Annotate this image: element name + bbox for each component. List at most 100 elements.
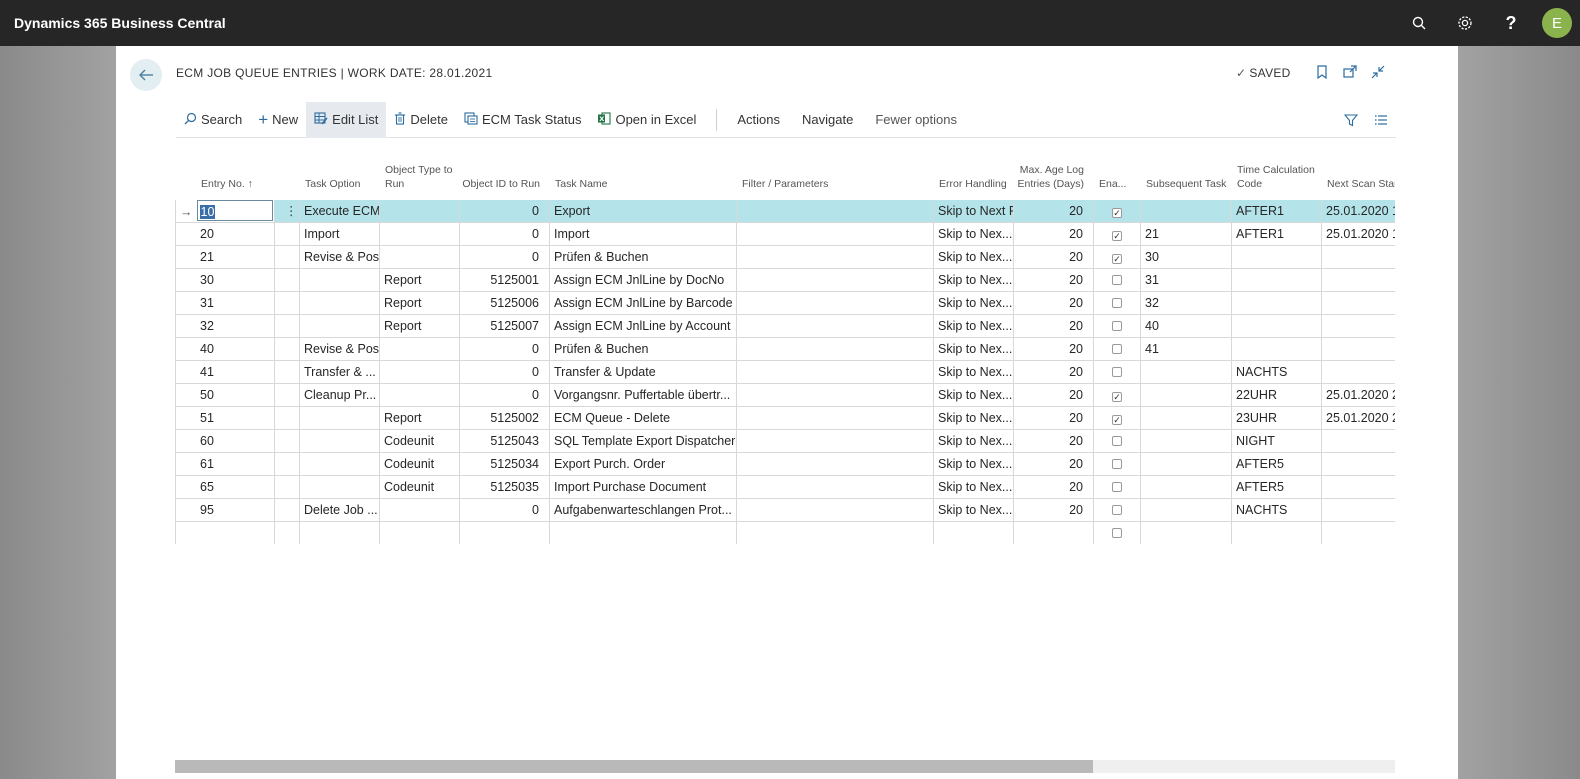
column-header-subsequent-task[interactable]: Subsequent Task [1146, 178, 1227, 190]
column-header-entry-no[interactable]: Entry No. ↑ [201, 178, 253, 190]
filter-cell[interactable] [737, 384, 934, 407]
task-option-cell[interactable]: Cleanup Pr... [300, 384, 380, 407]
object-type-cell[interactable] [380, 522, 460, 544]
table-row[interactable]: 32 Report 5125007 Assign ECM JnlLine by Acc… [175, 315, 1395, 338]
task-option-cell[interactable]: Revise & Post [300, 338, 380, 361]
table-row[interactable]: 31 Report 5125006 Assign ECM JnlLine by Bar… [175, 292, 1395, 315]
subsequent-task-cell[interactable] [1141, 407, 1232, 430]
time-calc-code-cell[interactable]: AFTER5 [1232, 476, 1322, 499]
max-age-cell[interactable]: 20 [1014, 430, 1094, 453]
time-calc-code-cell[interactable] [1232, 246, 1322, 269]
task-name-cell[interactable]: Transfer & Update [550, 361, 737, 384]
error-handling-cell[interactable]: Skip to Nex... [934, 315, 1014, 338]
bookmark-icon[interactable] [1312, 62, 1332, 82]
max-age-cell[interactable]: 20 [1014, 499, 1094, 522]
table-row[interactable]: 51 Report 5125002 ECM Queue - Delete Skip to… [175, 407, 1395, 430]
enabled-cell[interactable]: ✓ [1094, 246, 1141, 269]
next-scan-cell[interactable]: 25.01.2020 2 [1322, 407, 1395, 430]
object-id-cell[interactable]: 5125006 [460, 292, 550, 315]
object-type-cell[interactable]: Codeunit [380, 476, 460, 499]
next-scan-cell[interactable] [1322, 476, 1395, 499]
object-id-cell[interactable]: 0 [460, 246, 550, 269]
max-age-cell[interactable]: 20 [1014, 200, 1094, 223]
open-in-excel-button[interactable]: X Open in Excel [589, 102, 704, 138]
subsequent-task-cell[interactable]: 21 [1141, 223, 1232, 246]
error-handling-cell[interactable]: Skip to Nex... [934, 246, 1014, 269]
subsequent-task-cell[interactable]: 30 [1141, 246, 1232, 269]
subsequent-task-cell[interactable] [1141, 499, 1232, 522]
subsequent-task-cell[interactable]: 40 [1141, 315, 1232, 338]
task-name-cell[interactable]: Aufgabenwarteschlangen Prot... [550, 499, 737, 522]
entry-no-cell[interactable]: 30 [175, 269, 275, 292]
entry-no-cell[interactable]: 65 [175, 476, 275, 499]
enabled-checkbox[interactable] [1112, 436, 1122, 446]
column-header-object-type[interactable]: Object Type to Run [385, 164, 453, 190]
enabled-cell[interactable] [1094, 338, 1141, 361]
search-icon[interactable] [1396, 0, 1442, 46]
task-option-cell[interactable]: Transfer & ... [300, 361, 380, 384]
enabled-checkbox[interactable]: ✓ [1112, 254, 1122, 264]
object-type-cell[interactable] [380, 499, 460, 522]
next-scan-cell[interactable] [1322, 522, 1395, 544]
task-name-cell[interactable]: Vorgangsnr. Puffertable übertr... [550, 384, 737, 407]
enabled-cell[interactable]: ✓ [1094, 200, 1141, 223]
enabled-cell[interactable]: ✓ [1094, 384, 1141, 407]
row-menu-cell[interactable] [275, 453, 300, 476]
task-option-cell[interactable] [300, 522, 380, 544]
next-scan-cell[interactable]: 25.01.2020 2 [1322, 384, 1395, 407]
task-name-cell[interactable]: Import Purchase Document [550, 476, 737, 499]
horizontal-scrollbar[interactable] [175, 760, 1395, 773]
enabled-checkbox[interactable] [1112, 505, 1122, 515]
column-header-time-calc-code[interactable]: Time Calculation Code [1237, 164, 1315, 190]
error-handling-cell[interactable]: Skip to Next F [934, 200, 1014, 223]
table-row[interactable]: 40 Revise & Post 0 Prüfen & Buchen Skip to N… [175, 338, 1395, 361]
time-calc-code-cell[interactable] [1232, 269, 1322, 292]
object-id-cell[interactable]: 0 [460, 499, 550, 522]
enabled-cell[interactable] [1094, 269, 1141, 292]
task-option-cell[interactable] [300, 476, 380, 499]
enabled-checkbox[interactable] [1112, 367, 1122, 377]
object-id-cell[interactable]: 5125043 [460, 430, 550, 453]
entry-no-input[interactable]: 10 [196, 200, 273, 221]
row-menu-cell[interactable] [275, 407, 300, 430]
error-handling-cell[interactable]: Skip to Nex... [934, 476, 1014, 499]
max-age-cell[interactable]: 20 [1014, 223, 1094, 246]
edit-list-button[interactable]: Edit List [306, 101, 387, 138]
enabled-checkbox[interactable]: ✓ [1112, 392, 1122, 402]
filter-cell[interactable] [737, 522, 934, 544]
table-row[interactable]: 21 Revise & Post 0 Prüfen & Buchen Skip to N… [175, 246, 1395, 269]
row-menu-cell[interactable] [275, 522, 300, 544]
task-name-cell[interactable]: Assign ECM JnlLine by Account [550, 315, 737, 338]
error-handling-cell[interactable]: Skip to Nex... [934, 407, 1014, 430]
fewer-options-button[interactable]: Fewer options [867, 102, 965, 138]
row-menu-cell[interactable] [275, 338, 300, 361]
task-option-cell[interactable] [300, 407, 380, 430]
error-handling-cell[interactable]: Skip to Nex... [934, 499, 1014, 522]
task-option-cell[interactable]: Execute ECM [300, 200, 380, 223]
time-calc-code-cell[interactable]: NACHTS [1232, 361, 1322, 384]
error-handling-cell[interactable]: Skip to Nex... [934, 269, 1014, 292]
table-row[interactable]: 65 Codeunit 5125035 Import Purchase Documen… [175, 476, 1395, 499]
enabled-cell[interactable] [1094, 430, 1141, 453]
table-row[interactable]: 61 Codeunit 5125034 Export Purch. Order Skip… [175, 453, 1395, 476]
error-handling-cell[interactable]: Skip to Nex... [934, 430, 1014, 453]
max-age-cell[interactable]: 20 [1014, 315, 1094, 338]
entry-no-cell[interactable] [175, 522, 275, 544]
filter-cell[interactable] [737, 246, 934, 269]
object-id-cell[interactable]: 5125007 [460, 315, 550, 338]
enabled-checkbox[interactable] [1112, 321, 1122, 331]
help-icon[interactable]: ? [1505, 12, 1517, 33]
enabled-checkbox[interactable]: ✓ [1112, 415, 1122, 425]
task-name-cell[interactable]: Import [550, 223, 737, 246]
column-header-filter[interactable]: Filter / Parameters [742, 178, 829, 190]
entry-no-cell[interactable]: 20 [175, 223, 275, 246]
next-scan-cell[interactable] [1322, 338, 1395, 361]
time-calc-code-cell[interactable]: AFTER1 [1232, 223, 1322, 246]
max-age-cell[interactable]: 20 [1014, 361, 1094, 384]
object-id-cell[interactable] [460, 522, 550, 544]
enabled-cell[interactable] [1094, 292, 1141, 315]
subsequent-task-cell[interactable] [1141, 476, 1232, 499]
entry-no-cell[interactable]: 61 [175, 453, 275, 476]
enabled-checkbox[interactable] [1112, 528, 1122, 538]
column-header-enabled[interactable]: Ena... [1099, 178, 1127, 190]
